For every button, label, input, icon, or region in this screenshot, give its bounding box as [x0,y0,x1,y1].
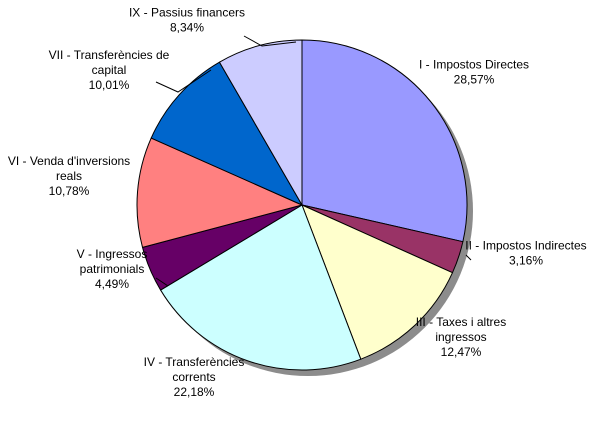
pie-slice-4 [160,204,362,371]
slice-category-label: VI - Venda d'inversions [8,154,130,168]
pie-slice-7 [150,61,303,206]
slice-value-label: 28,57% [454,73,495,87]
pie-leader-lines [155,35,472,287]
slice-category-label: III - Taxes i altres [416,315,506,329]
leader-line-5 [155,277,169,287]
pie-slice-8 [218,39,303,206]
slice-category-label: patrimonials [80,262,145,276]
leader-line-7 [155,69,212,93]
slice-value-label: 8,34% [170,21,204,35]
slice-value-label: 4,49% [95,277,129,291]
pie-slice-1 [301,39,468,243]
pie-slice-6 [136,137,303,248]
slice-category-label: ingressos [435,330,486,344]
slice-value-label: 10,01% [89,78,130,92]
slice-category-label: I - Impostos Directes [419,58,529,72]
slice-category-label: IX - Passius financers [129,6,245,20]
leader-line-8 [243,35,297,47]
slice-category-label: II - Impostos Indirectes [465,239,586,253]
slice-category-label: capital [92,63,127,77]
slice-category-label: IV - Transferències [144,355,245,369]
slice-value-label: 22,18% [174,385,215,399]
pie-slice-3 [301,204,453,360]
slice-category-label: V - Ingressos [77,247,148,261]
slice-value-label: 10,78% [49,184,90,198]
slice-category-label: corrents [172,370,215,384]
slice-category-label: reals [56,169,82,183]
slice-value-label: 12,47% [441,345,482,359]
leader-line-2 [465,254,472,261]
slice-category-label: VII - Transferències de [49,48,170,62]
slice-value-label: 3,16% [509,254,543,268]
pie-slices [136,39,468,371]
